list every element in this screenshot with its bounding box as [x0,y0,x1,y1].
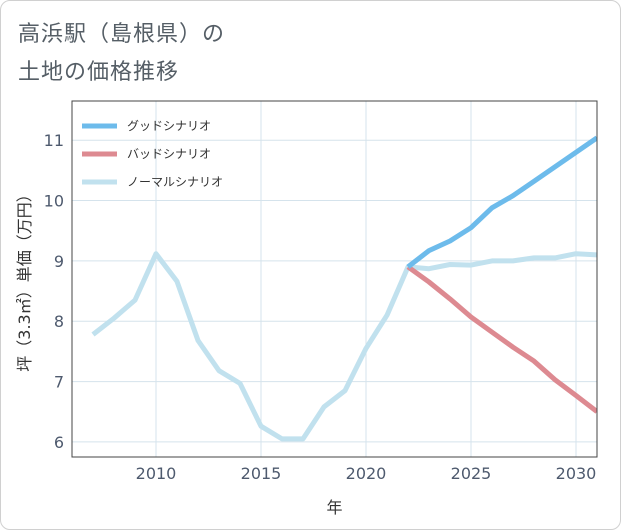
y-axis-label: 坪（3.3㎡）単価（万円） [15,186,34,371]
legend-label: ノーマルシナリオ [127,175,223,189]
series-line-2 [91,251,597,442]
chart-title-line2: 土地の価格推移 [18,60,180,85]
series-line-0 [406,135,597,269]
y-tick-label: 8 [54,312,64,331]
y-tick-label: 6 [54,433,64,452]
series-line-1 [406,264,597,414]
x-tick-label: 2020 [346,464,387,483]
legend-label: バッドシナリオ [127,147,211,161]
y-tick-label: 10 [44,192,64,211]
y-tick-label: 7 [54,373,64,392]
chart-title-line1: 高浜駅（島根県）の [18,22,226,47]
tick-labels: 2010 2015 2020 2025 2030 6 7 8 9 10 11 [44,131,597,483]
series-lines [91,135,597,442]
y-tick-label: 11 [44,131,64,150]
legend-label: グッドシナリオ [127,119,211,133]
x-tick-label: 2025 [451,464,492,483]
plot-border [71,100,598,458]
x-axis-label: 年 [326,498,342,517]
y-tick-label: 9 [54,252,64,271]
x-tick-label: 2015 [241,464,282,483]
x-tick-label: 2010 [136,464,177,483]
x-tick-label: 2030 [556,464,597,483]
